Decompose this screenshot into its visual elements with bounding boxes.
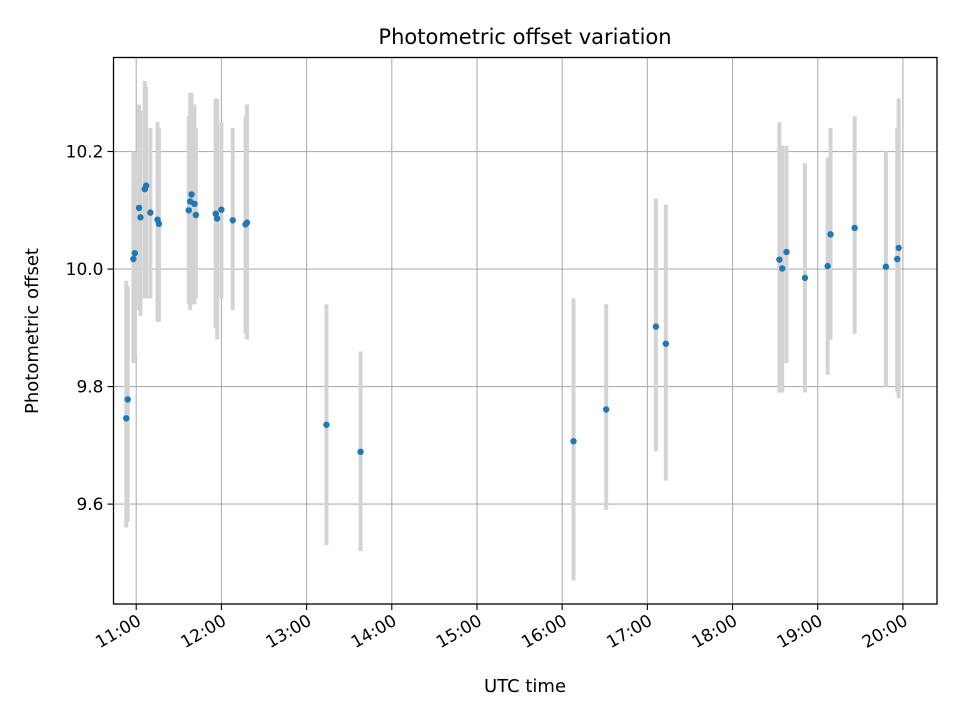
data-point [243,219,251,226]
data-point [357,448,364,456]
grid [113,57,937,604]
x-tick-label: 13:00 [263,611,315,653]
data-point [135,204,143,212]
data-point [147,209,154,216]
data-point [229,217,236,224]
data-point [191,200,198,208]
x-tick-label: 16:00 [518,611,570,653]
y-axis-ticks: 9.6 9.8 10.0 10.2 [66,143,114,515]
data-point [124,396,131,403]
x-tick-label: 15:00 [433,611,485,653]
y-tick-label: 10.0 [66,260,104,280]
data-point [894,255,901,263]
data-point [323,421,330,428]
data-point [130,255,137,263]
data-point [192,211,200,219]
data-point [662,340,670,347]
data-point [137,214,144,221]
data-point [851,224,858,232]
data-point [188,191,195,198]
data-point [783,248,790,256]
data-points [123,182,902,456]
data-point [824,262,831,270]
data-point [570,438,577,445]
x-axis-label: UTC time [484,676,566,697]
y-tick-label: 10.2 [66,143,104,163]
x-axis-ticks: 11:00 12:00 13:00 14:00 15:00 16:00 17:00 18:00… [92,604,911,653]
x-tick-label: 14:00 [348,611,400,653]
data-point [155,220,163,228]
data-point [801,274,809,282]
error-bars [124,81,901,581]
data-point [602,406,610,413]
data-point [827,231,834,238]
plot-frame [112,56,938,605]
data-point [213,215,221,222]
data-point [185,207,192,214]
data-point [882,263,890,270]
y-tick-label: 9.6 [76,495,103,515]
data-point [652,323,660,330]
data-point [895,244,902,252]
data-point [779,265,786,272]
y-tick-label: 9.8 [76,378,103,398]
data-point [142,182,150,189]
x-tick-label: 11:00 [92,611,144,653]
x-tick-label: 12:00 [177,611,229,653]
x-tick-label: 20:00 [859,611,911,653]
data-point [776,256,783,263]
data-point [123,415,130,422]
x-tick-label: 17:00 [603,611,655,653]
chart-title: Photometric offset variation [378,25,671,49]
x-tick-label: 18:00 [689,611,741,653]
data-point [218,206,225,213]
x-tick-label: 19:00 [774,611,826,653]
y-axis-label: Photometric offset [22,248,43,414]
data-point [131,249,138,257]
